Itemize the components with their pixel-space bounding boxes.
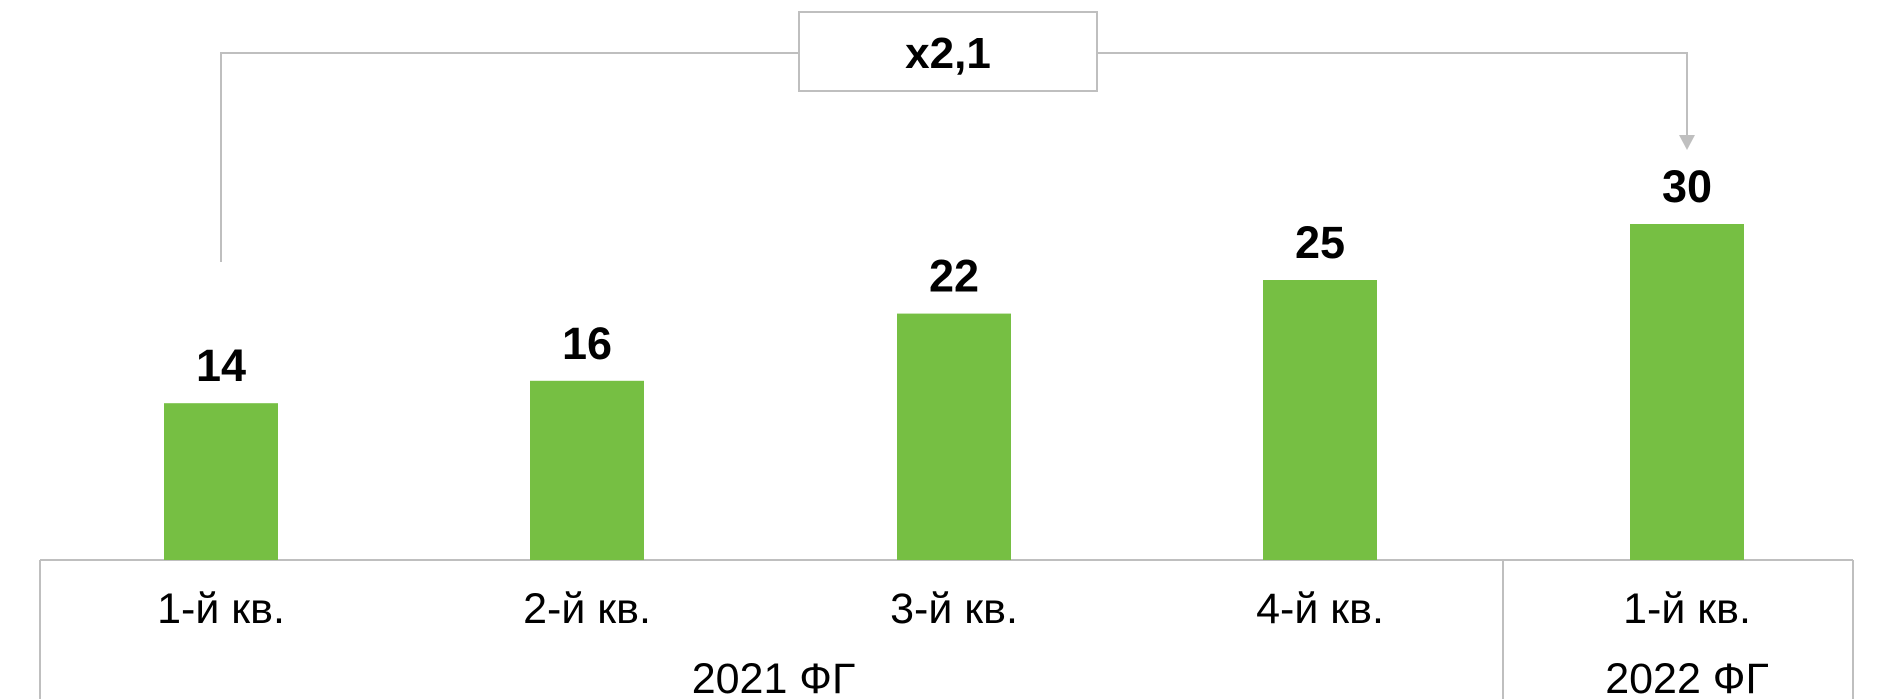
category-label-5: 1-й кв.	[1623, 585, 1751, 633]
value-label-3: 22	[929, 251, 979, 302]
bar-2	[530, 380, 644, 560]
bar-1	[164, 403, 278, 560]
category-label-1: 1-й кв.	[157, 585, 285, 633]
value-label-4: 25	[1295, 217, 1345, 268]
annotation-box	[798, 11, 1098, 92]
bar-5	[1630, 224, 1744, 560]
bar-3	[897, 313, 1011, 560]
annotation-line-right	[1097, 52, 1688, 138]
labels: 14 1-й кв. 16 2-й кв. 22 3-й кв. 25 4-й кв. 30 1-…	[157, 161, 1769, 699]
annotation-arrowhead	[1679, 135, 1695, 150]
group-label-2022: 2022 ФГ	[1605, 655, 1769, 699]
value-label-5: 30	[1662, 161, 1712, 212]
value-label-1: 14	[196, 340, 246, 391]
bar-4	[1263, 280, 1377, 560]
bars	[164, 224, 1744, 560]
annotation-line-left	[220, 52, 799, 262]
growth-multiplier-label: x2,1	[905, 29, 991, 78]
value-label-2: 16	[562, 318, 612, 369]
growth-annotation: x2,1	[220, 11, 1695, 262]
category-label-3: 3-й кв.	[890, 585, 1018, 633]
category-label-2: 2-й кв.	[523, 585, 651, 633]
category-label-4: 4-й кв.	[1256, 585, 1384, 633]
group-label-2021: 2021 ФГ	[692, 655, 856, 699]
